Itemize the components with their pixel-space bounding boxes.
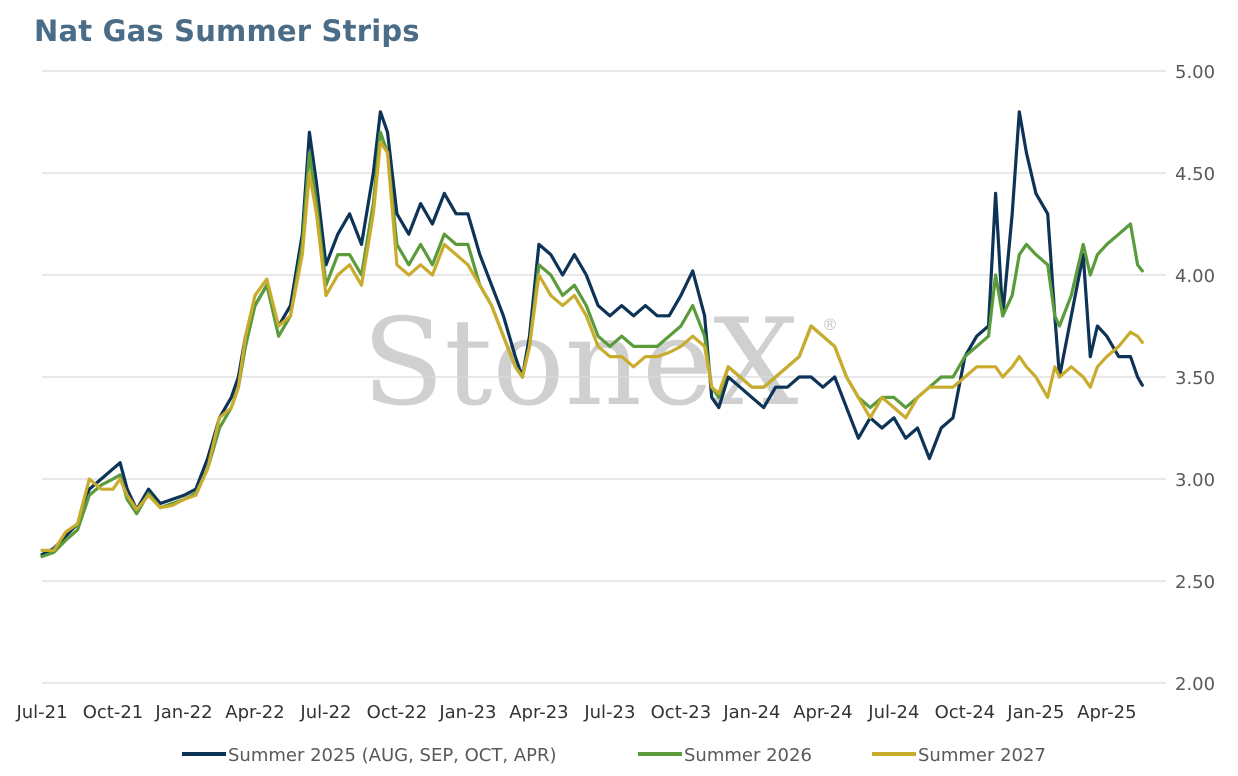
watermark-registered-mark: ® [822, 315, 838, 334]
series-lines [40, 110, 1144, 559]
x-tick-label: Jul-21 [15, 702, 67, 723]
x-tick-label: Jul-23 [583, 702, 635, 723]
y-tick-label: 2.50 [1175, 572, 1215, 593]
legend-label-2: Summer 2027 [918, 745, 1046, 766]
y-tick-label: 4.00 [1175, 266, 1215, 287]
x-tick-label: Apr-25 [1077, 702, 1136, 723]
legend-label-0: Summer 2025 (AUG, SEP, OCT, APR) [228, 745, 557, 766]
x-tick-label: Jan-23 [438, 702, 496, 723]
y-tick-label: 5.00 [1175, 62, 1215, 83]
x-tick-label: Apr-22 [225, 702, 284, 723]
y-tick-label: 3.00 [1175, 470, 1215, 491]
x-tick-label: Apr-23 [509, 702, 568, 723]
y-tick-label: 4.50 [1175, 164, 1215, 185]
x-tick-label: Jan-25 [1006, 702, 1064, 723]
legend-label-1: Summer 2026 [684, 745, 812, 766]
x-tick-label: Oct-22 [367, 702, 428, 723]
x-tick-label: Apr-24 [793, 702, 852, 723]
series-line-2 [40, 140, 1144, 552]
chart-title: Nat Gas Summer Strips [34, 14, 420, 48]
series-line-0 [40, 110, 1144, 557]
x-axis-ticks: Jul-21 Oct-21 Jan-22 Apr-22 Jul-22 Oct-22 Jan-… [15, 702, 1136, 723]
y-tick-label: 2.00 [1175, 674, 1215, 695]
x-tick-label: Jan-24 [722, 702, 780, 723]
x-tick-label: Jan-22 [154, 702, 212, 723]
watermark-text: StoneX [362, 294, 798, 433]
x-tick-label: Jul-24 [867, 702, 919, 723]
x-tick-label: Jul-22 [299, 702, 351, 723]
legend: Summer 2025 (AUG, SEP, OCT, APR) Summer 2… [182, 745, 1046, 766]
y-tick-label: 3.50 [1175, 368, 1215, 389]
x-tick-label: Oct-21 [83, 702, 144, 723]
gridlines [42, 70, 1166, 684]
y-axis-ticks: 2.00 2.50 3.00 3.50 4.00 4.50 5.00 [1175, 62, 1215, 695]
x-tick-label: Oct-24 [935, 702, 996, 723]
x-tick-label: Oct-23 [651, 702, 712, 723]
